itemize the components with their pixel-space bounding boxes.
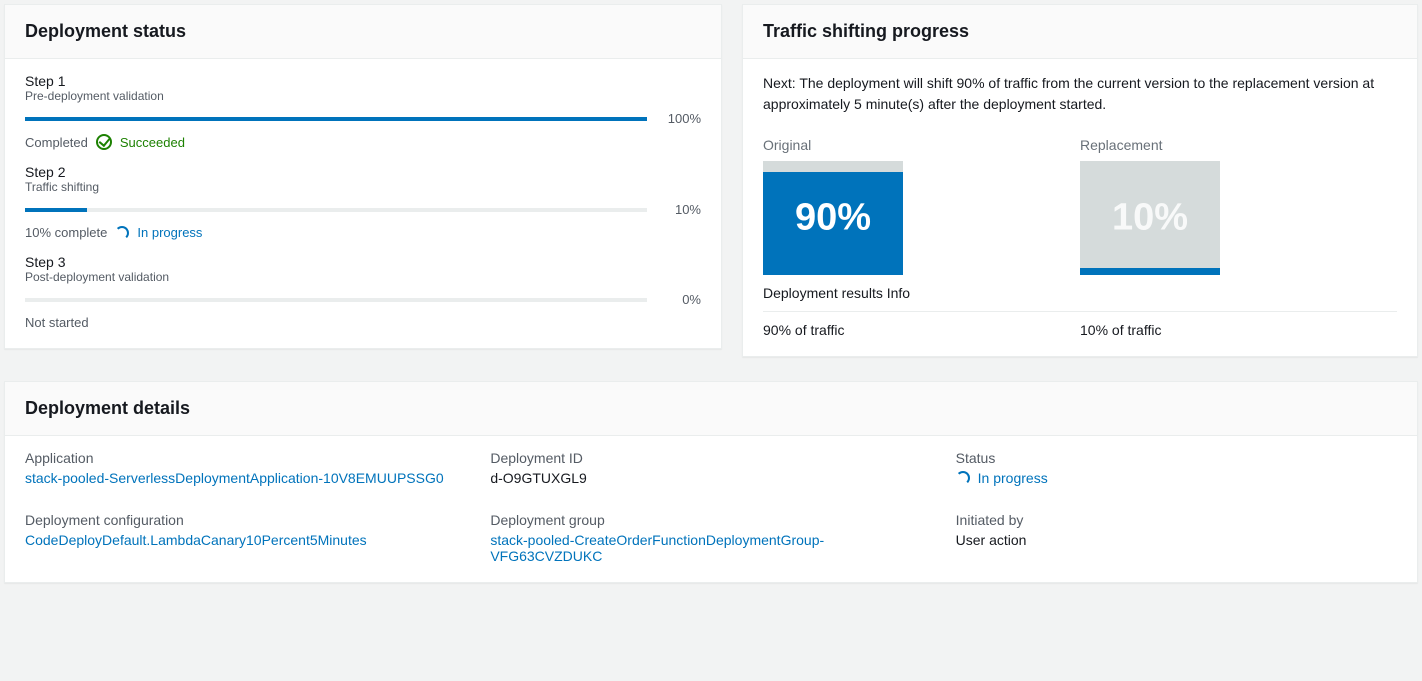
deployment-status-header: Deployment status	[5, 5, 721, 59]
spinner-icon	[956, 471, 970, 485]
check-circle-icon	[96, 134, 112, 150]
step-1-percent-label: 100%	[659, 111, 701, 126]
detail-status: Status In progress	[956, 450, 1397, 488]
step-2-progress-fill	[25, 208, 87, 212]
traffic-of-row: 90% of traffic 10% of traffic	[763, 322, 1397, 338]
step-1-status-prefix: Completed	[25, 135, 88, 150]
deployment-details-panel: Deployment details Application stack-poo…	[4, 381, 1418, 583]
detail-deployment-id-label: Deployment ID	[490, 450, 931, 466]
detail-deployment-group: Deployment group stack-pooled-CreateOrde…	[490, 512, 931, 564]
step-2-title: Step 2	[25, 164, 701, 180]
step-3-status-prefix: Not started	[25, 315, 89, 330]
deployment-status-panel: Deployment status Step 1 Pre-deployment …	[4, 4, 722, 349]
detail-initiated-by-value: User action	[956, 532, 1397, 548]
deployment-results-label: Deployment results Info	[763, 285, 1397, 301]
traffic-original-pct: 90%	[763, 197, 903, 240]
step-1: Step 1 Pre-deployment validation 100% Co…	[25, 73, 701, 150]
traffic-replacement-column: Replacement 10%	[1080, 137, 1397, 275]
traffic-replacement-label: Replacement	[1080, 137, 1397, 153]
step-3-subtitle: Post-deployment validation	[25, 270, 701, 284]
traffic-shifting-header: Traffic shifting progress	[743, 5, 1417, 59]
step-3-progress-bar	[25, 298, 647, 302]
traffic-shifting-panel: Traffic shifting progress Next: The depl…	[742, 4, 1418, 357]
detail-deployment-config-link[interactable]: CodeDeployDefault.LambdaCanary10Percent5…	[25, 532, 367, 548]
traffic-replacement-of: 10% of traffic	[1080, 322, 1397, 338]
step-2-percent-label: 10%	[659, 202, 701, 217]
step-3-title: Step 3	[25, 254, 701, 270]
detail-deployment-group-label: Deployment group	[490, 512, 931, 528]
detail-application-link[interactable]: stack-pooled-ServerlessDeploymentApplica…	[25, 470, 444, 486]
step-2-progress-bar	[25, 208, 647, 212]
traffic-replacement-fill	[1080, 268, 1220, 275]
step-3-percent-label: 0%	[659, 292, 701, 307]
step-1-title: Step 1	[25, 73, 701, 89]
deployment-details-title: Deployment details	[25, 398, 1397, 419]
traffic-shifting-description: Next: The deployment will shift 90% of t…	[763, 73, 1397, 115]
step-3-progress: 0%	[25, 292, 701, 307]
step-3-status: Not started	[25, 315, 701, 330]
traffic-shifting-body: Next: The deployment will shift 90% of t…	[743, 59, 1417, 356]
traffic-replacement-box: 10%	[1080, 161, 1220, 275]
traffic-original-label: Original	[763, 137, 1080, 153]
deployment-status-title: Deployment status	[25, 21, 701, 42]
detail-deployment-id-value: d-O9GTUXGL9	[490, 470, 931, 486]
step-2: Step 2 Traffic shifting 10% 10% complete…	[25, 164, 701, 240]
step-3: Step 3 Post-deployment validation 0% Not…	[25, 254, 701, 330]
detail-deployment-config-label: Deployment configuration	[25, 512, 466, 528]
step-1-status: Completed Succeeded	[25, 134, 701, 150]
detail-application-label: Application	[25, 450, 466, 466]
step-2-status-text: In progress	[137, 225, 202, 240]
detail-status-label: Status	[956, 450, 1397, 466]
traffic-shifting-title: Traffic shifting progress	[763, 21, 1397, 42]
detail-deployment-config: Deployment configuration CodeDeployDefau…	[25, 512, 466, 564]
detail-application: Application stack-pooled-ServerlessDeplo…	[25, 450, 466, 488]
step-2-progress: 10%	[25, 202, 701, 217]
detail-initiated-by: Initiated by User action	[956, 512, 1397, 564]
step-1-status-text: Succeeded	[120, 135, 185, 150]
traffic-columns: Original 90% Replacement 10%	[763, 137, 1397, 275]
step-1-progress-fill	[25, 117, 647, 121]
traffic-replacement-pct: 10%	[1080, 197, 1220, 240]
step-2-status: 10% complete In progress	[25, 225, 701, 240]
step-1-progress-bar	[25, 117, 647, 121]
detail-status-value: In progress	[956, 470, 1048, 486]
step-2-subtitle: Traffic shifting	[25, 180, 701, 194]
step-2-status-prefix: 10% complete	[25, 225, 107, 240]
deployment-status-body: Step 1 Pre-deployment validation 100% Co…	[5, 59, 721, 348]
detail-initiated-by-label: Initiated by	[956, 512, 1397, 528]
step-1-progress: 100%	[25, 111, 701, 126]
detail-deployment-id: Deployment ID d-O9GTUXGL9	[490, 450, 931, 488]
divider	[763, 311, 1397, 312]
deployment-details-grid: Application stack-pooled-ServerlessDeplo…	[25, 450, 1397, 564]
detail-deployment-group-link[interactable]: stack-pooled-CreateOrderFunctionDeployme…	[490, 532, 824, 564]
deployment-details-body: Application stack-pooled-ServerlessDeplo…	[5, 436, 1417, 582]
traffic-original-of: 90% of traffic	[763, 322, 1080, 338]
traffic-original-column: Original 90%	[763, 137, 1080, 275]
deployment-details-header: Deployment details	[5, 382, 1417, 436]
spinner-icon	[115, 226, 129, 240]
traffic-original-box: 90%	[763, 161, 903, 275]
step-1-subtitle: Pre-deployment validation	[25, 89, 701, 103]
detail-status-text: In progress	[978, 470, 1048, 486]
